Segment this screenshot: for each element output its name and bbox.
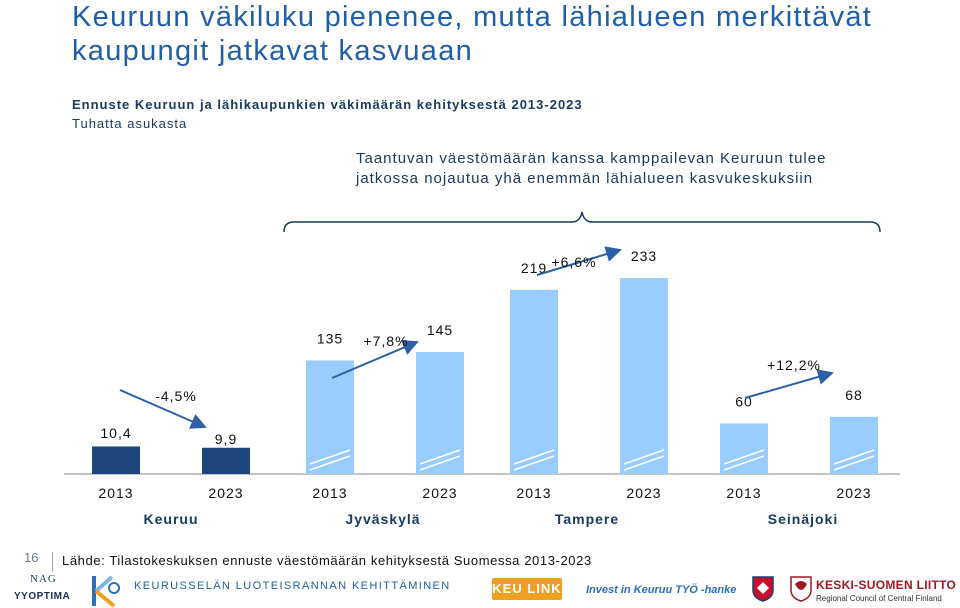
callout-text: Taantuvan väestömäärän kanssa kamppailev… bbox=[356, 150, 827, 187]
axis-break-mark bbox=[723, 455, 765, 471]
change-label: -4,5% bbox=[155, 388, 197, 404]
page-number: 16 bbox=[24, 550, 39, 565]
data-label: 9,9 bbox=[215, 431, 237, 447]
invest-tagline: Invest in Keuruu TYÖ -hanke bbox=[586, 584, 737, 596]
group-label: Tampere bbox=[555, 511, 619, 527]
change-arrow bbox=[536, 246, 622, 276]
change-arrow bbox=[119, 389, 207, 429]
x-tick-label: 2013 bbox=[98, 485, 133, 501]
source-note: Lähde: Tilastokeskuksen ennuste väestömä… bbox=[62, 553, 592, 568]
change-arrow bbox=[331, 340, 419, 379]
x-tick-label: 2013 bbox=[726, 485, 761, 501]
change-label: +6,6% bbox=[551, 254, 596, 270]
data-label: 135 bbox=[317, 330, 343, 346]
bar-seinäjoki-2023 bbox=[830, 416, 878, 474]
bar-jyväskylä-2023 bbox=[416, 352, 464, 474]
x-tick-label: 2013 bbox=[312, 485, 347, 501]
footer-slogan: KEURUSSELÄN LUOTEISRANNAN KEHITTÄMINEN bbox=[134, 580, 451, 592]
keski-suomi-crest-icon bbox=[790, 576, 812, 602]
bar-seinäjoki-2013 bbox=[720, 423, 768, 474]
axis-break-mark bbox=[419, 449, 461, 465]
group-label: Keuruu bbox=[144, 511, 199, 527]
keski-suomen-liitto-sub: Regional Council of Central Finland bbox=[816, 594, 942, 603]
nag-logo: NAG bbox=[30, 573, 57, 585]
axis-break-mark bbox=[723, 449, 765, 465]
group-label: Jyväskylä bbox=[345, 511, 420, 527]
axis-break-mark bbox=[309, 455, 351, 471]
axis-break-mark bbox=[623, 455, 665, 471]
callout-brace bbox=[283, 211, 881, 233]
data-label: 145 bbox=[427, 322, 453, 338]
axis-break-mark bbox=[309, 449, 351, 465]
x-tick-label: 2023 bbox=[836, 485, 871, 501]
group-label: Seinäjoki bbox=[768, 511, 838, 527]
x-tick-label: 2023 bbox=[208, 485, 243, 501]
axis-break-mark bbox=[623, 449, 665, 465]
x-tick-label: 2013 bbox=[516, 485, 551, 501]
page-title: Keuruun väkiluku pienenee, mutta lähialu… bbox=[72, 1, 873, 67]
data-label: 233 bbox=[631, 248, 657, 264]
chart-subtitle: Ennuste Keuruun ja lähikaupunkien väkimä… bbox=[72, 97, 583, 112]
axis-break-mark bbox=[513, 455, 555, 471]
bar-keuruu-2013 bbox=[92, 446, 140, 474]
yyoptima-logo: YYOPTIMA bbox=[14, 591, 71, 602]
change-label: +12,2% bbox=[767, 357, 821, 373]
keuruu-k-logo bbox=[88, 574, 124, 608]
axis-break-mark bbox=[513, 449, 555, 465]
axis-break-mark bbox=[833, 455, 875, 471]
x-tick-label: 2023 bbox=[626, 485, 661, 501]
bar-tampere-2013 bbox=[510, 289, 558, 474]
keulink-logo: KEU LINK bbox=[492, 578, 562, 600]
data-label: 219 bbox=[521, 260, 547, 276]
population-chart: 10,4 2013 9,9 2023 Keuruu -4,5% 135 2013 145 2023… bbox=[64, 211, 900, 527]
data-label: 68 bbox=[845, 387, 863, 403]
bar-jyväskylä-2013 bbox=[306, 360, 354, 474]
bar-tampere-2023 bbox=[620, 278, 668, 474]
bar-keuruu-2023 bbox=[202, 447, 250, 474]
change-arrow bbox=[744, 369, 834, 399]
change-label: +7,8% bbox=[363, 333, 408, 349]
data-label: 10,4 bbox=[100, 425, 131, 441]
chart-unit: Tuhatta asukasta bbox=[72, 116, 188, 131]
coat-of-arms-icon bbox=[752, 576, 774, 602]
keski-suomen-liitto-name: KESKI-SUOMEN LIITTO bbox=[816, 578, 957, 592]
axis-break-mark bbox=[833, 449, 875, 465]
x-tick-label: 2023 bbox=[422, 485, 457, 501]
axis-break-mark bbox=[419, 455, 461, 471]
